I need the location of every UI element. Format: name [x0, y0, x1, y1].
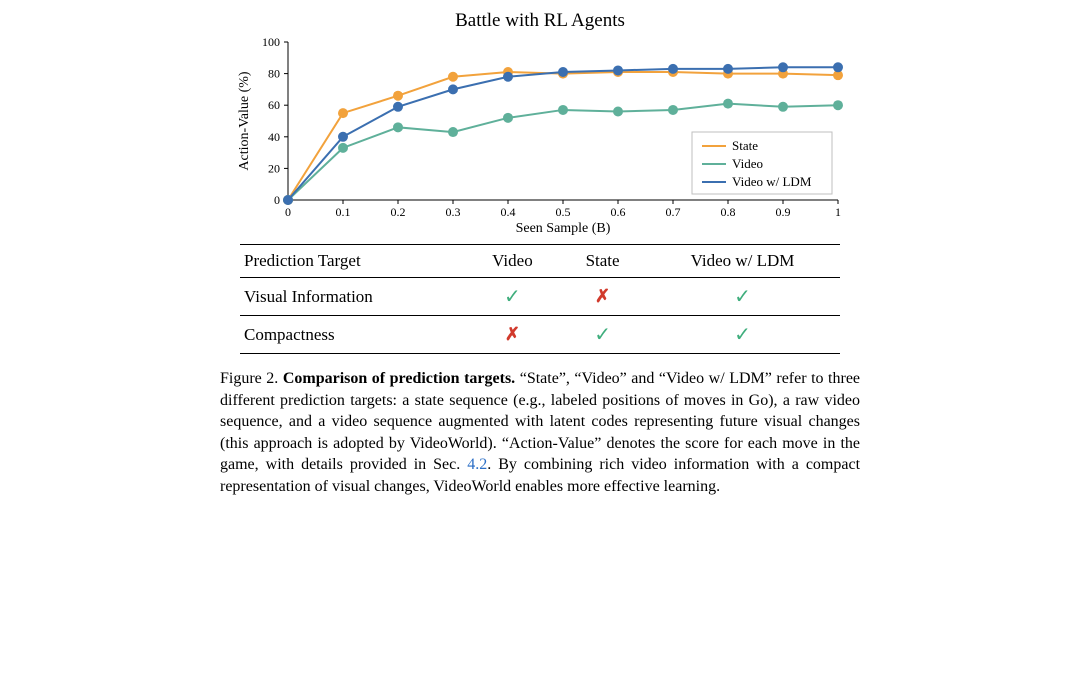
svg-text:0.7: 0.7 — [666, 205, 681, 219]
svg-text:0: 0 — [285, 205, 291, 219]
svg-text:0.6: 0.6 — [611, 205, 626, 219]
svg-text:0.4: 0.4 — [501, 205, 516, 219]
svg-text:20: 20 — [268, 161, 280, 175]
svg-text:0.3: 0.3 — [446, 205, 461, 219]
svg-text:1: 1 — [835, 205, 841, 219]
check-icon: ✓ — [465, 278, 560, 316]
svg-text:Seen Sample (B): Seen Sample (B) — [516, 221, 611, 236]
col-header: Prediction Target — [240, 245, 465, 278]
svg-text:0.9: 0.9 — [776, 205, 791, 219]
figure-panel: Battle with RL Agents 0 20 40 60 80 100 0 0.1 0.… — [0, 0, 1080, 682]
svg-text:Video w/ LDM: Video w/ LDM — [732, 174, 812, 189]
svg-text:100: 100 — [262, 36, 280, 49]
chart-container: Battle with RL Agents 0 20 40 60 80 100 0 0.1 0.… — [230, 10, 850, 236]
svg-text:60: 60 — [268, 98, 280, 112]
chart-title: Battle with RL Agents — [230, 10, 850, 32]
check-icon: ✓ — [645, 278, 840, 316]
svg-text:State: State — [732, 138, 758, 153]
table-row: Compactness✗✓✓ — [240, 316, 840, 354]
svg-text:0: 0 — [274, 193, 280, 207]
check-icon: ✓ — [560, 316, 645, 354]
col-header: State — [560, 245, 645, 278]
svg-text:0.1: 0.1 — [336, 205, 351, 219]
cross-icon: ✗ — [560, 278, 645, 316]
svg-text:0.2: 0.2 — [391, 205, 406, 219]
line-chart: 0 20 40 60 80 100 0 0.1 0.2 0.3 0.4 0.5 0.6 0.7 0.8 0.9… — [230, 36, 850, 236]
table-row: Visual Information✓✗✓ — [240, 278, 840, 316]
svg-text:Action-Value (%): Action-Value (%) — [237, 71, 252, 170]
figure-caption: Figure 2. Comparison of prediction targe… — [220, 368, 860, 498]
col-header: Video — [465, 245, 560, 278]
section-ref-link[interactable]: 4.2 — [467, 456, 487, 473]
check-icon: ✓ — [645, 316, 840, 354]
comparison-table: Prediction Target Video State Video w/ L… — [240, 244, 840, 354]
table-header-row: Prediction Target Video State Video w/ L… — [240, 245, 840, 278]
svg-text:Video: Video — [732, 156, 763, 171]
row-label: Visual Information — [240, 278, 465, 316]
svg-text:40: 40 — [268, 130, 280, 144]
caption-fig-label: Figure 2. — [220, 370, 278, 387]
row-label: Compactness — [240, 316, 465, 354]
caption-title: Comparison of prediction targets. — [283, 370, 515, 387]
col-header: Video w/ LDM — [645, 245, 840, 278]
svg-text:80: 80 — [268, 67, 280, 81]
cross-icon: ✗ — [465, 316, 560, 354]
svg-text:0.8: 0.8 — [721, 205, 736, 219]
svg-text:0.5: 0.5 — [556, 205, 571, 219]
